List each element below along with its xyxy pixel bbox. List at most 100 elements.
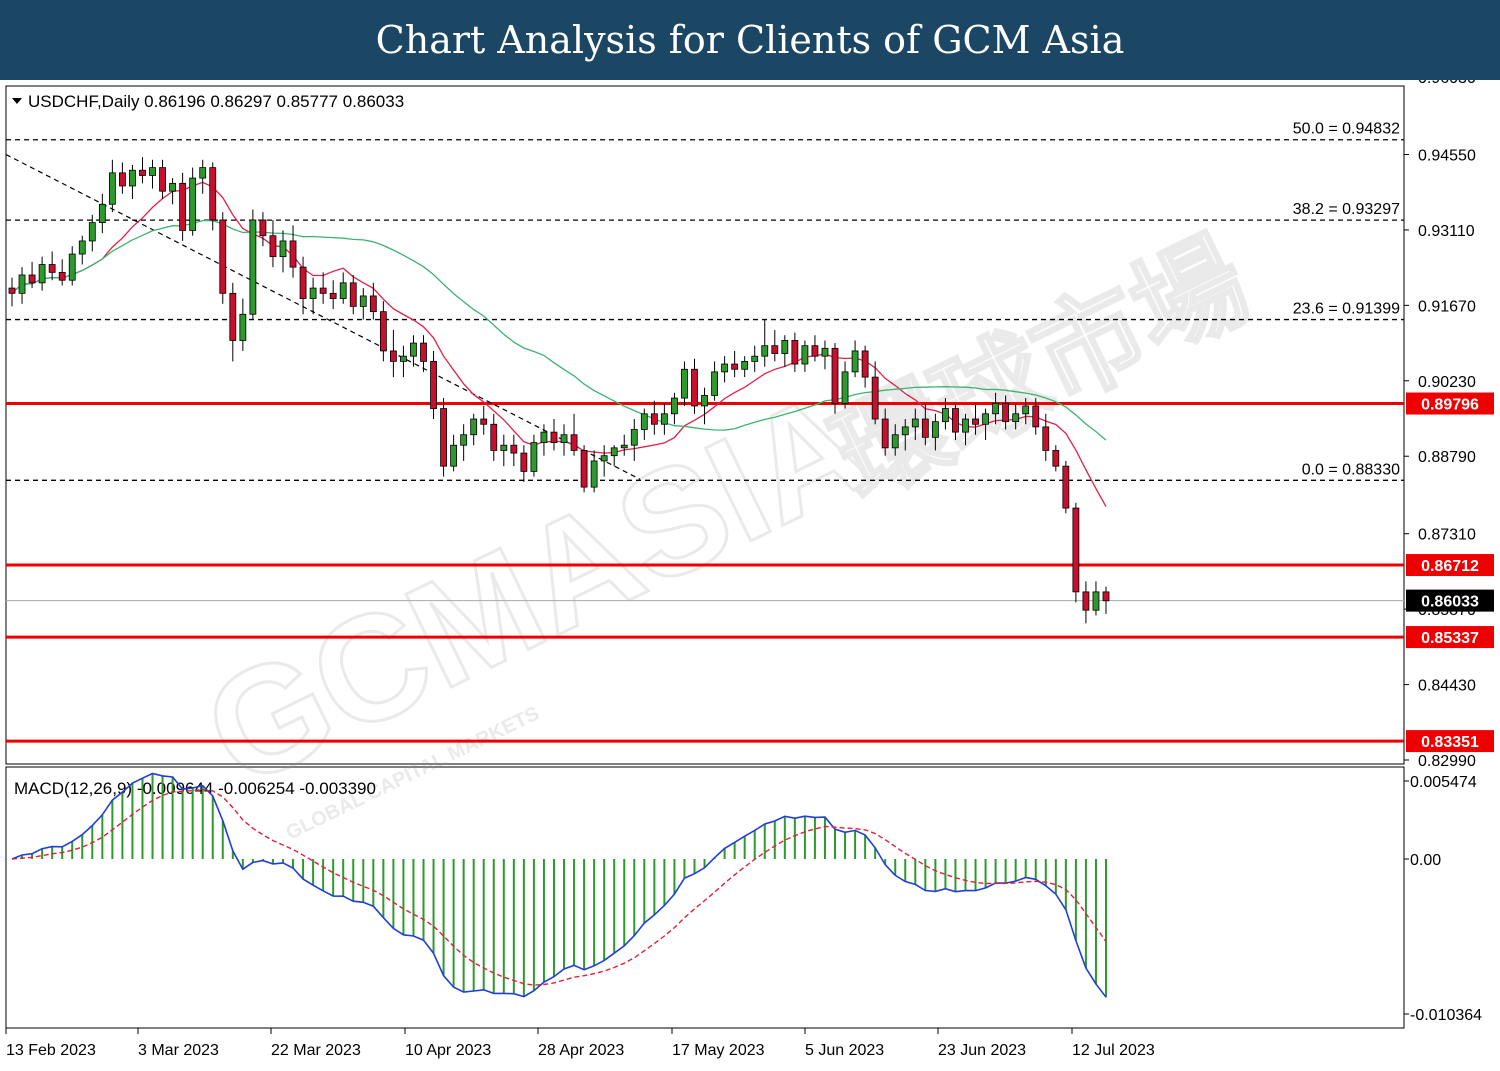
fib-label: 0.0 = 0.88330 — [1302, 461, 1400, 478]
candle-body — [952, 408, 959, 433]
candle — [881, 408, 889, 456]
candle-body — [791, 340, 799, 365]
candle-body — [68, 253, 76, 281]
price-axis: 0.96030 0.94550 0.93110 0.91670 0.90230 0.887… — [1404, 80, 1494, 770]
candle-body — [811, 345, 819, 357]
candle-body — [440, 408, 447, 467]
candle-body — [1072, 507, 1080, 593]
candle — [68, 246, 76, 286]
candle-body — [671, 397, 678, 415]
candle-body — [329, 292, 337, 299]
candle — [430, 350, 437, 420]
candle — [731, 350, 739, 378]
candle-body — [1102, 591, 1110, 602]
candle-body — [1052, 450, 1060, 467]
candle-body — [500, 444, 508, 451]
candle — [239, 298, 247, 351]
candle-body — [901, 426, 909, 436]
candle-body — [239, 313, 247, 341]
candle-body — [430, 361, 437, 409]
candle-body — [349, 282, 357, 307]
candle — [58, 259, 66, 286]
candle — [48, 251, 56, 281]
price-tick-label: 0.91670 — [1418, 298, 1476, 315]
candle — [400, 345, 407, 378]
candle-body — [620, 444, 628, 449]
current-price-box — [1406, 589, 1494, 612]
candle — [871, 361, 879, 425]
candle — [771, 329, 779, 362]
candle — [711, 361, 718, 401]
dropdown-triangle-icon[interactable] — [12, 98, 22, 104]
symbol-label: USDCHF,Daily 0.86196 0.86297 0.85777 0.8… — [28, 92, 404, 111]
candle-body — [982, 413, 989, 425]
candle — [8, 277, 16, 307]
candle — [620, 434, 628, 456]
time-tick-label: 23 Jun 2023 — [938, 1042, 1026, 1059]
candle — [801, 340, 809, 372]
price-tick-label: 0.88790 — [1418, 449, 1476, 466]
fib-label: 50.0 = 0.94832 — [1293, 121, 1400, 138]
candle — [450, 434, 458, 472]
candle-body — [78, 240, 86, 255]
candle-body — [550, 431, 558, 443]
candle-body — [771, 345, 779, 354]
candle — [18, 267, 26, 304]
candle-body — [339, 282, 347, 299]
candle-body — [721, 363, 729, 373]
level-price-label: 0.86712 — [1421, 558, 1479, 575]
candle — [721, 356, 729, 383]
candle — [279, 230, 287, 273]
candle-body — [630, 429, 638, 446]
candle-body — [129, 169, 136, 187]
candle — [249, 209, 257, 320]
time-tick-label: 22 Mar 2023 — [271, 1042, 361, 1059]
candle-body — [610, 447, 618, 457]
macd-tick-label: -0.010364 — [1410, 1007, 1482, 1024]
candle — [229, 282, 237, 362]
candle — [28, 261, 36, 289]
candle-body — [119, 172, 126, 187]
candle-body — [540, 431, 548, 443]
candle-body — [650, 413, 658, 425]
candle — [510, 434, 518, 467]
candle — [1072, 502, 1080, 603]
candle-body — [871, 376, 879, 420]
candle — [329, 280, 337, 310]
candle — [359, 288, 367, 320]
candle — [821, 340, 829, 370]
candle — [420, 335, 427, 372]
candle-body — [510, 444, 518, 454]
candle — [169, 178, 176, 205]
candle-body — [359, 295, 367, 307]
price-tick-label: 0.94550 — [1418, 148, 1476, 165]
candle-body — [560, 434, 568, 443]
candle-body — [289, 240, 297, 268]
candle — [410, 335, 417, 367]
candle-body — [38, 264, 46, 284]
candle — [108, 159, 116, 213]
candle — [369, 282, 377, 320]
candle-body — [108, 172, 116, 205]
candle-body — [992, 402, 999, 415]
level-price-box — [1406, 626, 1494, 649]
candle — [389, 329, 397, 378]
candle-body — [972, 418, 979, 425]
candle-body — [741, 361, 749, 370]
fib-label: 23.6 = 0.91399 — [1293, 301, 1400, 318]
candle — [841, 361, 849, 409]
trend-line — [5, 153, 641, 480]
candle — [962, 413, 969, 446]
candle-body — [470, 418, 478, 436]
candle — [691, 358, 698, 414]
candle-body — [590, 460, 598, 488]
time-axis: 13 Feb 2023 3 Mar 2023 22 Mar 2023 10 Apr 2… — [5, 1028, 1155, 1059]
candle — [500, 434, 508, 467]
candle-body — [209, 167, 217, 221]
candle-body — [821, 347, 829, 357]
candle-body — [530, 442, 538, 472]
price-tick-label: 0.96030 — [1418, 80, 1476, 87]
candle-body — [159, 167, 166, 192]
current-price-label: 0.86033 — [1421, 594, 1479, 611]
candle-body — [1082, 591, 1090, 611]
